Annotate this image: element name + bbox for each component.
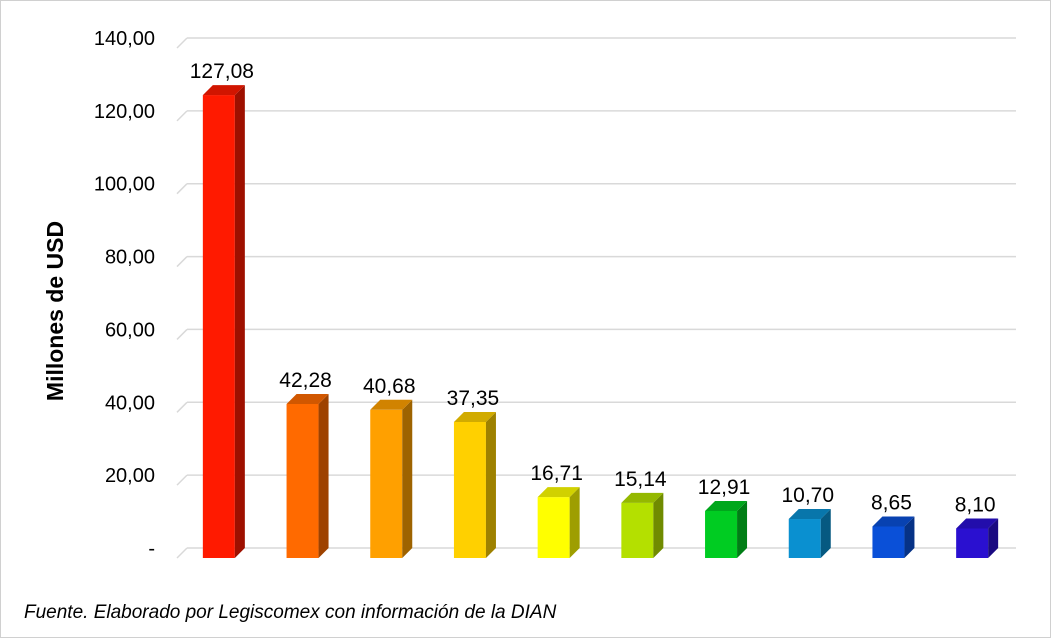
data-label: 37,35 [447,387,500,410]
bar-front [370,409,403,558]
bar-top [286,393,329,404]
y-axis-ticks: - 20,00 40,00 60,00 80,00 100,00 120,00 140,00 [94,28,155,560]
y-axis-title: Millones de USD [42,221,68,401]
bar [621,492,664,558]
gridline-depth [176,37,188,49]
data-label: 127,08 [190,60,254,83]
bar [705,500,748,558]
bar-front [202,95,235,559]
bar [537,487,580,558]
y-tick-label: 20,00 [105,465,155,487]
bar-top [202,85,245,96]
bar-side [234,85,245,559]
bar-top [956,518,999,529]
gridline-depth [176,328,188,340]
gridline-depth [176,110,188,122]
bar-top [537,487,580,498]
data-label: 12,91 [698,476,751,499]
bar-side [737,500,748,558]
bar-front [621,502,654,558]
bar-front [453,421,486,558]
gridline-depth [176,401,188,413]
bar-front [956,528,989,558]
y-tick-label: 120,00 [94,101,155,123]
bar [956,518,999,558]
bar-top [872,516,915,527]
bar-side [318,393,329,558]
y-tick-label: 80,00 [105,247,155,269]
bar-front [788,519,821,558]
bar [286,393,329,558]
bar-side [988,518,999,558]
bar-top [370,399,413,410]
gridline-depth [176,474,188,486]
y-tick-label: 60,00 [105,319,155,341]
gridline-depth [176,547,188,559]
bar-side [402,399,413,558]
data-label: 16,71 [530,462,583,485]
y-tick-label: 140,00 [94,28,155,50]
bar-front [537,497,570,558]
bar [202,85,245,559]
source-note: Fuente. Elaborado por Legiscomex con inf… [24,602,557,623]
y-tick-label: 100,00 [94,174,155,196]
gridline-depth [176,256,188,268]
data-label: 10,70 [781,484,834,507]
bar-top [453,411,496,422]
bar-top [788,509,831,520]
bar-front [286,403,319,558]
bar-top [705,500,748,511]
bar-side [569,487,580,558]
gridline-depth [176,183,188,195]
bar-front [872,526,905,558]
data-labels: 127,08 42,28 40,68 37,35 16,71 15,14 12,91 10,7… [190,60,996,516]
data-label: 8,10 [955,493,996,516]
bar-side [820,509,831,558]
bar [370,399,413,558]
bar-side [904,516,915,558]
bar-front [705,510,738,558]
data-label: 15,14 [614,468,667,491]
bar-side [485,411,496,558]
y-tick-label: - [148,538,155,560]
bar-side [653,492,664,558]
bar [872,516,915,558]
bar-top [621,492,664,503]
bar [453,411,496,558]
y-tick-label: 40,00 [105,392,155,414]
bar [788,509,831,558]
data-label: 42,28 [279,369,332,392]
bars [202,85,999,559]
data-label: 8,65 [871,491,912,514]
data-label: 40,68 [363,375,416,398]
